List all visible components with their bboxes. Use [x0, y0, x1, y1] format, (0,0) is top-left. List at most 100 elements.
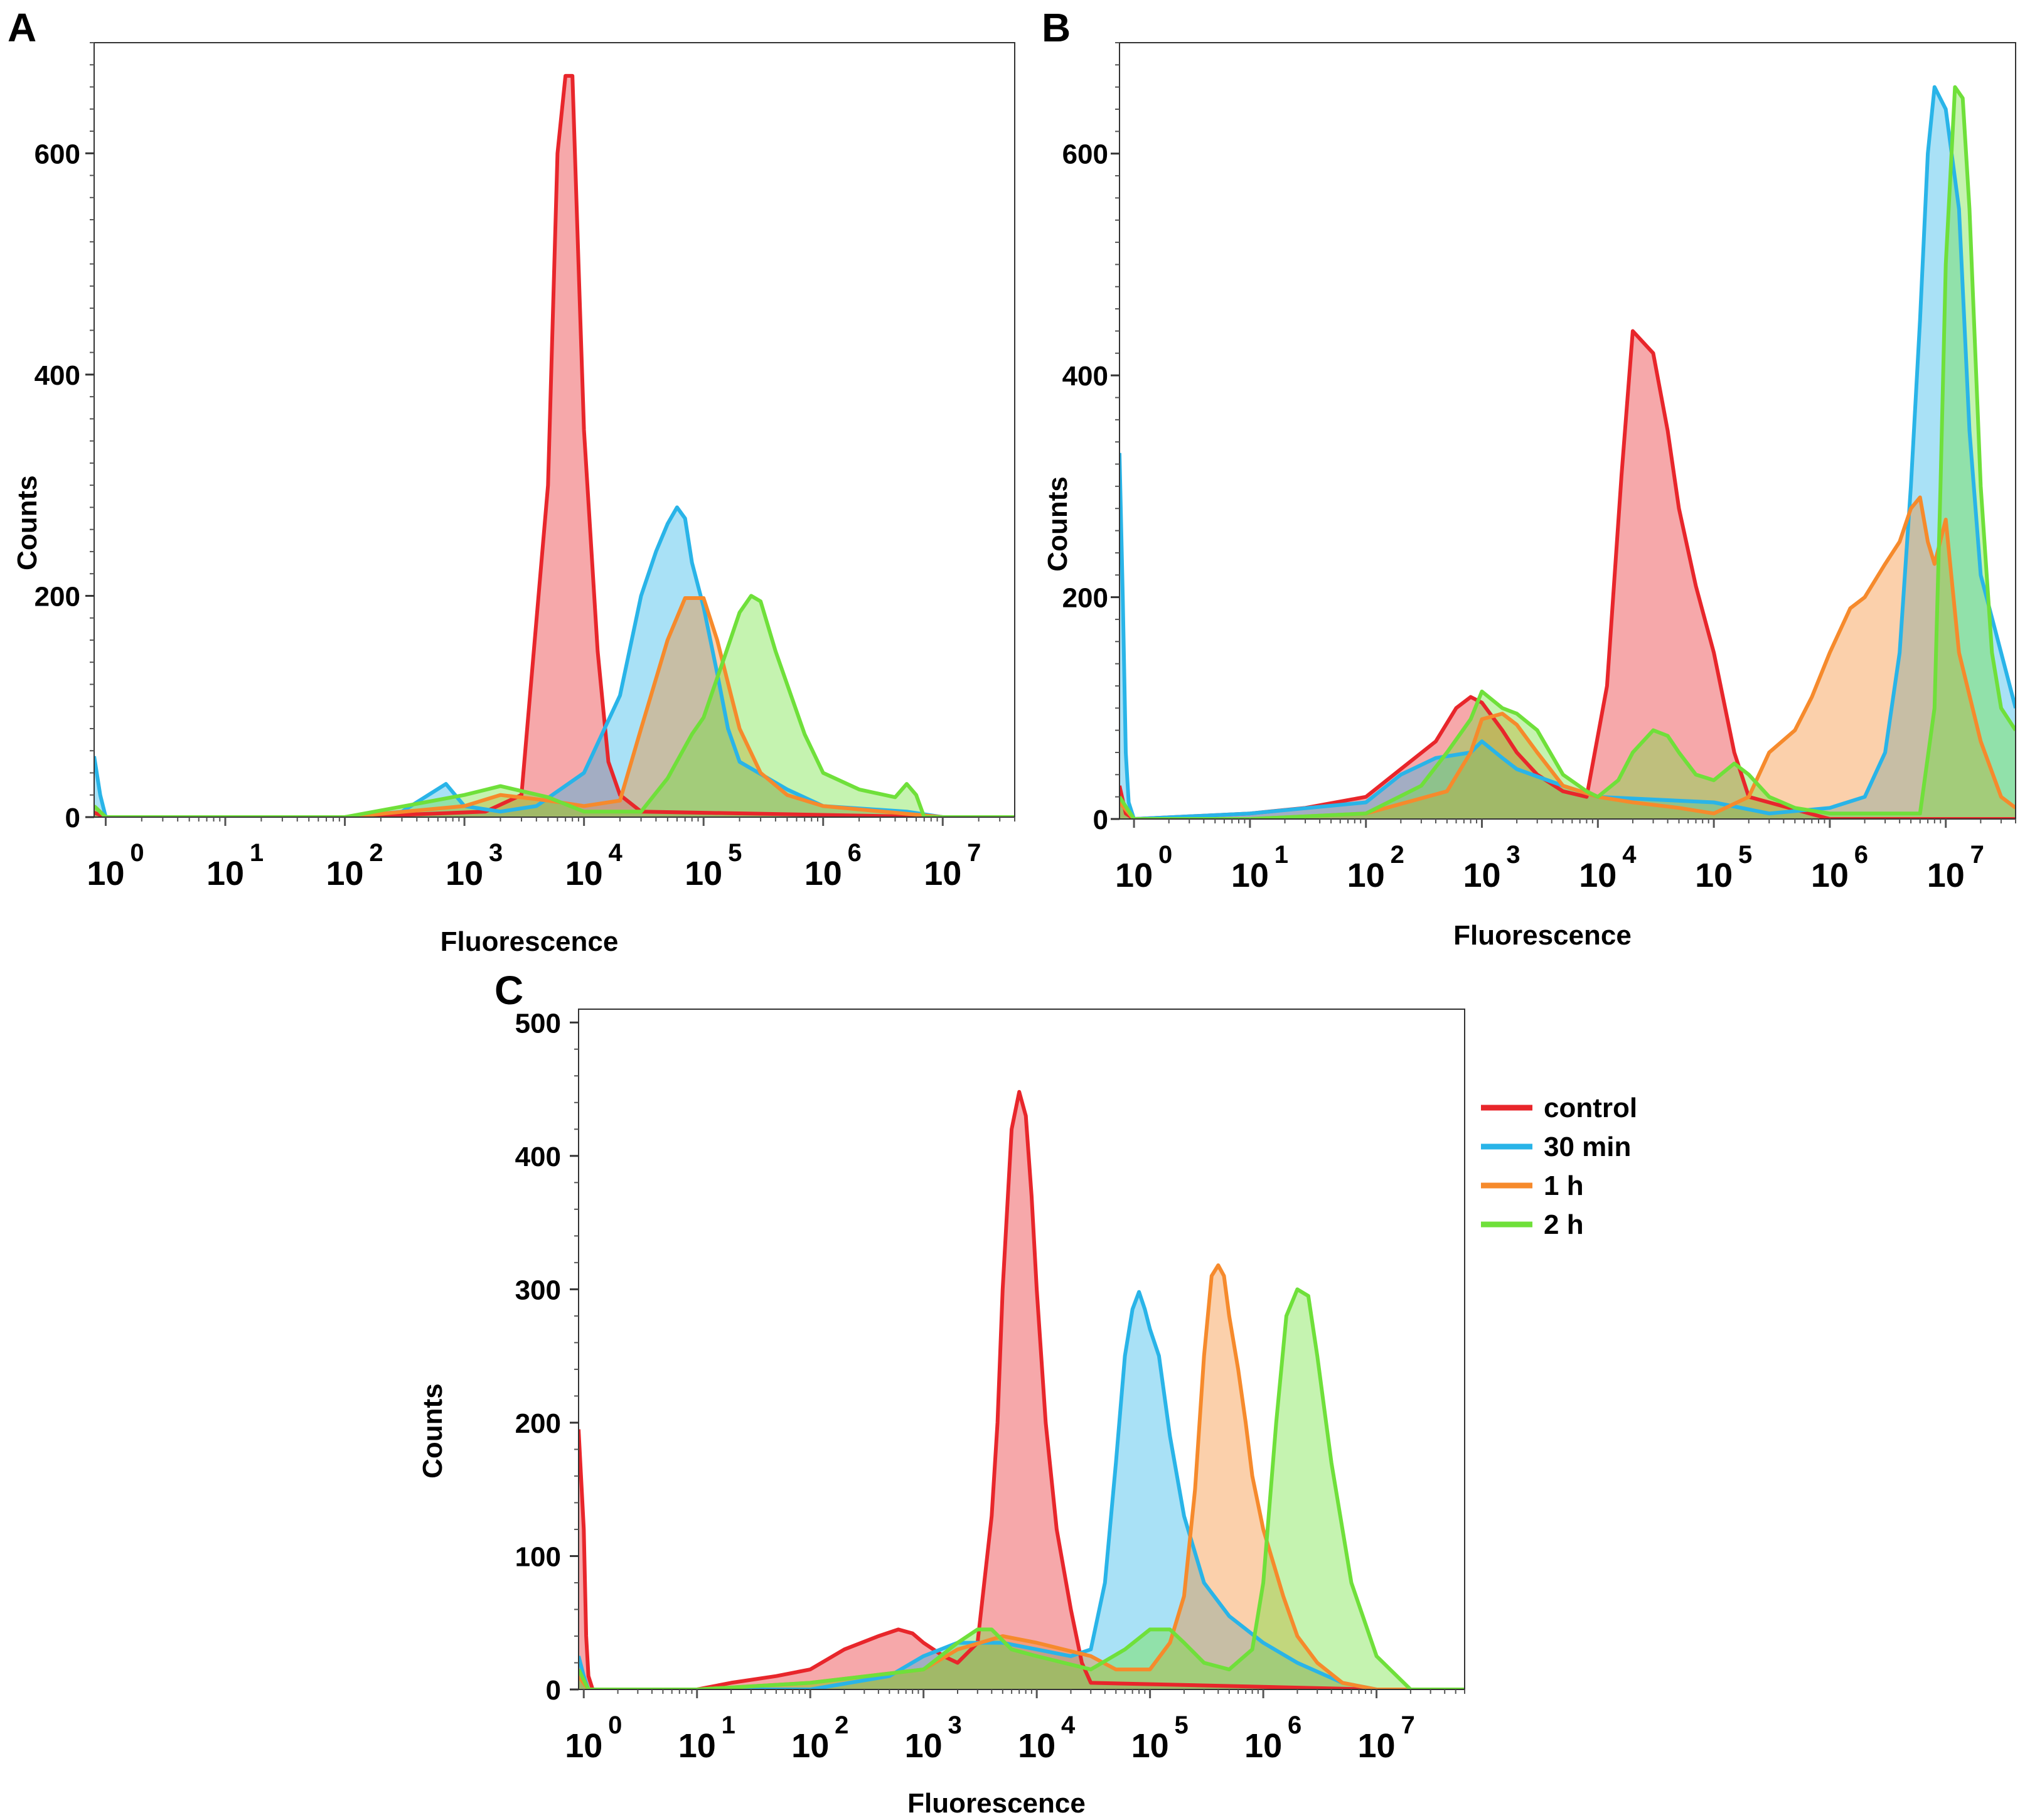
y-axis-label: Counts	[12, 475, 43, 570]
x-tick-label: 10	[685, 855, 722, 892]
plot-frame	[94, 42, 1015, 818]
y-tick-label: 0	[546, 1675, 561, 1706]
plot-area	[579, 1089, 1465, 1689]
y-tick-label: 200	[1062, 583, 1108, 614]
x-tick-exponent: 6	[1854, 841, 1868, 869]
series-line-1-h	[1120, 495, 2016, 819]
x-tick-exponent: 6	[848, 839, 862, 867]
y-tick-label: 600	[35, 139, 80, 169]
y-tick-label: 0	[1093, 805, 1108, 835]
x-tick-exponent: 1	[722, 1711, 735, 1739]
x-tick-label: 10	[1695, 857, 1733, 894]
panel-letter-b: B	[1042, 5, 1071, 50]
y-tick-label: 400	[35, 360, 80, 391]
x-tick-label: 10	[1018, 1727, 1055, 1765]
series-fill-2-h	[579, 1289, 1465, 1689]
x-tick-exponent: 0	[130, 839, 144, 867]
x-tick-label: 10	[446, 855, 483, 892]
series-fill-1-h	[1120, 497, 2016, 819]
x-tick-label: 10	[1579, 857, 1617, 894]
series-line-control	[94, 73, 1015, 817]
legend-label-30-min: 30 min	[1544, 1132, 1631, 1162]
x-tick-label: 10	[565, 1727, 602, 1765]
plot-area	[94, 73, 1015, 817]
y-tick-label: 500	[515, 1008, 561, 1039]
series-fill-control	[579, 1091, 1465, 1689]
x-tick-label: 10	[87, 855, 124, 892]
x-axis-label: Fluorescence	[907, 1788, 1086, 1819]
y-tick-label: 300	[515, 1275, 561, 1305]
plot-frame	[578, 1009, 1465, 1690]
x-tick-exponent: 7	[967, 839, 981, 867]
x-tick-label: 10	[1115, 857, 1153, 894]
series-fill-1-h	[579, 1265, 1465, 1689]
y-tick-label: 400	[1062, 361, 1108, 392]
x-tick-label: 10	[1231, 857, 1269, 894]
x-tick-exponent: 3	[948, 1711, 962, 1739]
x-tick-exponent: 1	[1275, 841, 1288, 869]
x-tick-exponent: 3	[1506, 841, 1520, 869]
x-tick-label: 10	[1358, 1727, 1396, 1765]
y-axis-label: Counts	[1042, 476, 1073, 572]
x-tick-exponent: 2	[369, 839, 383, 867]
panel-c: C010020030040050010010110210310410510610…	[417, 968, 1465, 1819]
x-tick-exponent: 5	[728, 839, 742, 867]
series-fill-2-h	[94, 596, 1015, 817]
x-tick-exponent: 3	[489, 839, 503, 867]
series-line-control	[579, 1089, 1465, 1689]
series-fill-30-min	[1120, 87, 2016, 819]
x-tick-exponent: 7	[1401, 1711, 1414, 1739]
x-tick-exponent: 5	[1738, 841, 1752, 869]
series-line-30-min	[579, 1290, 1465, 1689]
x-tick-label: 10	[791, 1727, 829, 1765]
legend-label-2-h: 2 h	[1544, 1209, 1584, 1240]
y-tick-label: 200	[515, 1408, 561, 1439]
x-tick-label: 10	[206, 855, 244, 892]
x-tick-exponent: 2	[835, 1711, 848, 1739]
x-tick-exponent: 4	[1061, 1711, 1076, 1739]
x-tick-label: 10	[678, 1727, 716, 1765]
panel-letter-c: C	[494, 968, 523, 1013]
series-fill-control	[94, 75, 1015, 817]
y-axis-label: Counts	[417, 1383, 448, 1479]
legend: control 30 min 1 h 2 h	[1481, 1093, 1637, 1240]
panel-letter-a: A	[8, 5, 36, 50]
x-axis-label: Fluorescence	[441, 926, 619, 957]
x-tick-exponent: 4	[1622, 841, 1637, 869]
x-tick-exponent: 0	[608, 1711, 622, 1739]
x-tick-label: 10	[1927, 857, 1965, 894]
plot-frame	[1119, 42, 2016, 820]
series-line-1-h	[94, 596, 1015, 817]
x-tick-exponent: 2	[1391, 841, 1404, 869]
x-tick-label: 10	[1811, 857, 1849, 894]
x-tick-label: 10	[924, 855, 961, 892]
x-tick-label: 10	[905, 1727, 943, 1765]
x-tick-exponent: 6	[1288, 1711, 1301, 1739]
y-tick-label: 600	[1062, 139, 1108, 170]
y-tick-label: 0	[65, 803, 80, 833]
series-line-2-h	[1120, 85, 2016, 819]
x-tick-label: 10	[804, 855, 842, 892]
x-tick-exponent: 5	[1174, 1711, 1188, 1739]
x-tick-label: 10	[1131, 1727, 1169, 1765]
series-line-2-h	[94, 594, 1015, 817]
x-tick-label: 10	[326, 855, 364, 892]
series-line-30-min	[1120, 85, 2016, 819]
x-tick-exponent: 4	[609, 839, 623, 867]
panel-b: B0200400600100101102103104105106107Fluor…	[1042, 5, 2016, 951]
y-tick-label: 100	[515, 1541, 561, 1572]
x-axis-label: Fluorescence	[1453, 920, 1632, 951]
x-tick-label: 10	[1463, 857, 1500, 894]
x-tick-label: 10	[565, 855, 603, 892]
panel-a: A0200400600100101102103104105106107Fluor…	[8, 5, 1015, 957]
x-tick-label: 10	[1244, 1727, 1282, 1765]
series-line-2-h	[579, 1287, 1465, 1689]
plot-area	[1120, 85, 2016, 819]
legend-label-1-h: 1 h	[1544, 1170, 1584, 1201]
x-tick-exponent: 0	[1158, 841, 1172, 869]
x-tick-exponent: 1	[250, 839, 264, 867]
x-tick-label: 10	[1347, 857, 1385, 894]
y-tick-label: 400	[515, 1142, 561, 1172]
legend-label-control: control	[1544, 1093, 1637, 1123]
